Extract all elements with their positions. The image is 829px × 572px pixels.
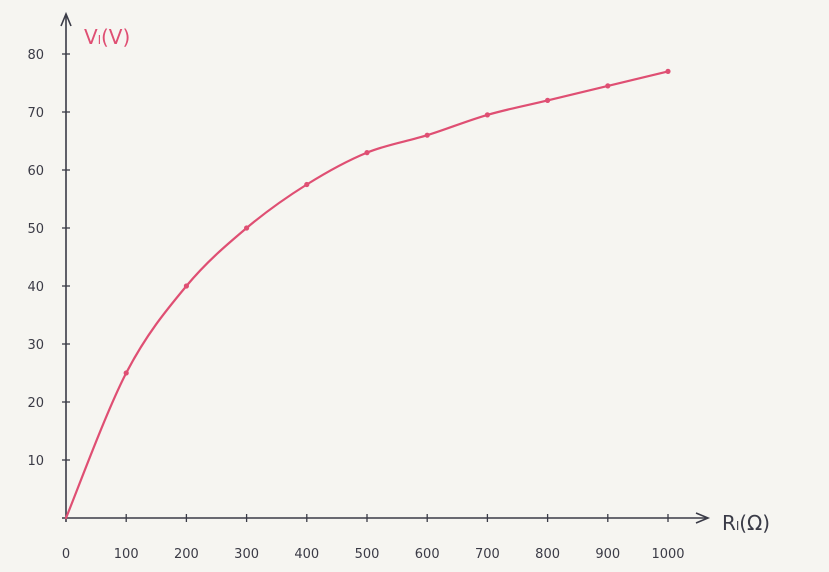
y-tick-label: 20 [27,396,44,411]
y-tick-label: 70 [27,106,44,121]
y-axis-arrow [60,11,72,27]
data-point [364,150,370,156]
y-tick-label: 80 [27,48,44,63]
data-point [304,181,310,188]
y-tick-label: 60 [27,164,44,179]
data-point [424,132,430,138]
data-point [545,97,551,103]
x-tick-label: 0 [62,547,70,562]
x-tick-label: 800 [535,547,560,562]
x-tick-label: 600 [415,547,440,562]
x-axis-arrow [695,512,711,524]
data-points [123,68,671,376]
x-tick-label: 900 [595,547,620,562]
x-axis-label: Rₗ(Ω) [722,511,770,535]
axes [60,11,711,524]
x-tick-label: 400 [294,547,319,562]
data-point [183,283,189,289]
data-point [484,112,490,118]
y-tick-label: 10 [27,454,44,469]
x-tick-label: 500 [355,547,380,562]
x-tick-label: 700 [475,547,500,562]
y-tick-label: 40 [27,280,44,295]
x-tick-label: 300 [234,547,259,562]
x-ticks: 0 100 200 300 400 500 600 700 800 900 1000 [62,514,685,562]
y-tick-label: 30 [27,338,44,353]
x-tick-label: 100 [114,547,139,562]
x-tick-label: 1000 [651,547,684,562]
data-point [244,225,250,231]
data-point [665,68,671,74]
trend-curve [64,70,670,520]
y-tick-label: 50 [27,222,44,237]
x-tick-label: 200 [174,547,199,562]
y-ticks: 10 20 30 40 50 60 70 80 [27,48,70,469]
data-point [605,83,611,89]
y-axis-label: Vₗ(V) [84,25,130,49]
data-point [123,370,129,376]
